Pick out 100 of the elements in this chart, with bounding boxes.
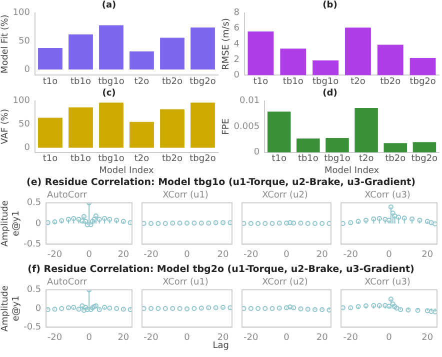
x-tick-label: tbg1o — [98, 154, 125, 164]
point — [388, 296, 394, 302]
x-tick-label: -20 — [144, 250, 159, 260]
bar — [296, 138, 320, 152]
y-tick-label: 0.005 — [234, 122, 260, 132]
chart-title: (d) — [322, 88, 338, 99]
point — [46, 307, 50, 312]
point — [102, 304, 108, 310]
point — [382, 303, 388, 308]
x-tick-label: 0 — [86, 332, 92, 343]
y-axis-title: Amplitude e@y1 — [0, 200, 22, 247]
x-tick-label: 20 — [118, 250, 130, 260]
y-tick-label: -0.5 — [24, 322, 42, 333]
point — [88, 307, 94, 312]
x-tick-label: -20 — [47, 332, 62, 343]
x-axis-title: Lag — [212, 341, 229, 351]
x-tick-label: 20 — [422, 250, 434, 260]
y-tick-label: 0 — [254, 148, 260, 158]
chart-subtitle: AutoCorr — [47, 278, 88, 288]
bar — [412, 142, 436, 152]
x-tick-label: 0 — [184, 332, 190, 343]
point — [120, 218, 126, 224]
x-tick-label: t1o — [272, 154, 287, 164]
chart-subtitle: XCorr (u2) — [262, 190, 308, 201]
x-tick-label: 20 — [217, 332, 229, 343]
y-axis-title: Amplitude e@y1 — [0, 284, 22, 332]
y-tick-label: 0 — [35, 304, 42, 314]
point — [410, 216, 415, 222]
point — [392, 214, 398, 219]
point — [128, 307, 132, 312]
x-tick-label: 20 — [217, 250, 229, 260]
x-tick-label: tbg2o — [411, 154, 438, 164]
bar — [345, 28, 371, 76]
x-tick-label: t2o — [350, 76, 366, 87]
x-tick-label: tb2o — [385, 154, 406, 164]
bar — [68, 34, 93, 70]
bar — [190, 28, 215, 70]
bar — [130, 122, 154, 148]
point — [93, 214, 98, 219]
chart-title: (b) — [322, 0, 338, 11]
bar — [68, 107, 93, 148]
x-tick-label: tbg1o — [98, 76, 125, 87]
bar — [326, 138, 349, 152]
x-tick-label: 0 — [386, 250, 392, 260]
y-tick-label: 0.01 — [240, 96, 260, 106]
y-tick-label: 50 — [18, 36, 30, 47]
x-tick-label: 0 — [284, 250, 290, 260]
x-axis-title: Model Index — [99, 166, 154, 176]
bar — [190, 102, 215, 148]
y-tick-label: -0.5 — [24, 240, 42, 250]
y-tick-label: 4 — [234, 39, 240, 50]
x-tick-label: tb1o — [70, 154, 92, 164]
x-tick-label: tb1o — [70, 76, 92, 87]
x-tick-label: 20 — [316, 250, 328, 260]
bar — [99, 102, 124, 148]
point — [390, 302, 396, 307]
point — [376, 216, 382, 222]
bar — [99, 25, 124, 70]
bar — [354, 108, 378, 152]
point — [390, 210, 396, 216]
point — [371, 216, 376, 222]
bar — [410, 58, 436, 76]
point — [428, 220, 434, 226]
y-tick-label: 6 — [234, 24, 240, 34]
x-tick-label: tbg2o — [190, 76, 216, 87]
point — [417, 218, 422, 223]
x-tick-label: tbg1o — [324, 154, 351, 164]
bar — [38, 48, 62, 70]
x-tick-label: tb2o — [380, 76, 402, 87]
x-tick-label: -20 — [343, 332, 358, 343]
x-tick-label: -20 — [244, 250, 259, 260]
bar — [248, 32, 274, 76]
x-tick-label: t2o — [358, 154, 374, 164]
point — [90, 218, 96, 224]
x-tick-label: 20 — [316, 332, 328, 343]
bar — [130, 51, 154, 70]
point — [107, 216, 112, 222]
x-tick-label: tbg2o — [410, 76, 436, 87]
chart-subtitle: XCorr (u3) — [364, 278, 410, 288]
text: (e) Residue Correlation: Model tbg1o (u1-Torque, u2-Brake, u3-Gradient) — [25, 177, 416, 188]
bar — [280, 48, 306, 76]
x-tick-label: t1o — [42, 154, 58, 164]
point — [59, 218, 64, 224]
y-tick-label: 100 — [12, 8, 30, 18]
point — [92, 216, 97, 222]
point — [96, 216, 102, 222]
point — [396, 214, 402, 220]
chart-subtitle: XCorr (u2) — [262, 278, 308, 288]
y-axis-title: FPE — [222, 118, 232, 135]
y-tick-label: 0.5 — [26, 285, 42, 296]
chart-title: (a) — [102, 0, 116, 11]
y-axis-title: Model Fit (%) — [0, 14, 11, 74]
x-tick-label: 0 — [386, 332, 392, 343]
y-tick-label: 100 — [12, 96, 30, 106]
chart-title: (c) — [102, 88, 116, 99]
point — [84, 307, 90, 312]
chart-subtitle: XCorr (u3) — [364, 190, 410, 201]
y-tick-label: 2 — [234, 54, 240, 65]
point — [66, 216, 71, 222]
point — [71, 304, 76, 310]
